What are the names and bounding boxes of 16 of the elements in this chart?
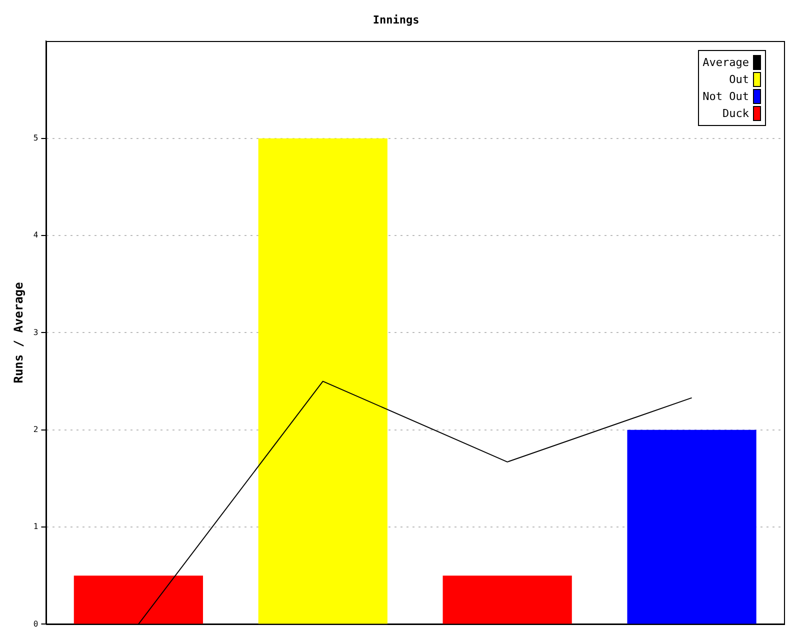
bar: [258, 138, 388, 624]
legend-label: Duck: [722, 107, 749, 120]
y-axis-title: Runs / Average: [11, 282, 26, 384]
y-tick-label: 3: [33, 328, 38, 337]
bar: [74, 576, 203, 624]
legend-label: Not Out: [702, 90, 749, 103]
y-tick-label: 4: [33, 230, 38, 240]
legend-label: Out: [729, 73, 749, 86]
y-tick-label: 1: [33, 522, 38, 532]
y-tick-label: 0: [33, 619, 38, 628]
bar: [442, 576, 572, 624]
y-tick-label: 5: [33, 133, 38, 142]
chart-title: Innings: [372, 13, 420, 26]
legend-label: Average: [702, 56, 749, 69]
y-tick-label: 2: [33, 424, 38, 434]
bar: [627, 430, 756, 624]
